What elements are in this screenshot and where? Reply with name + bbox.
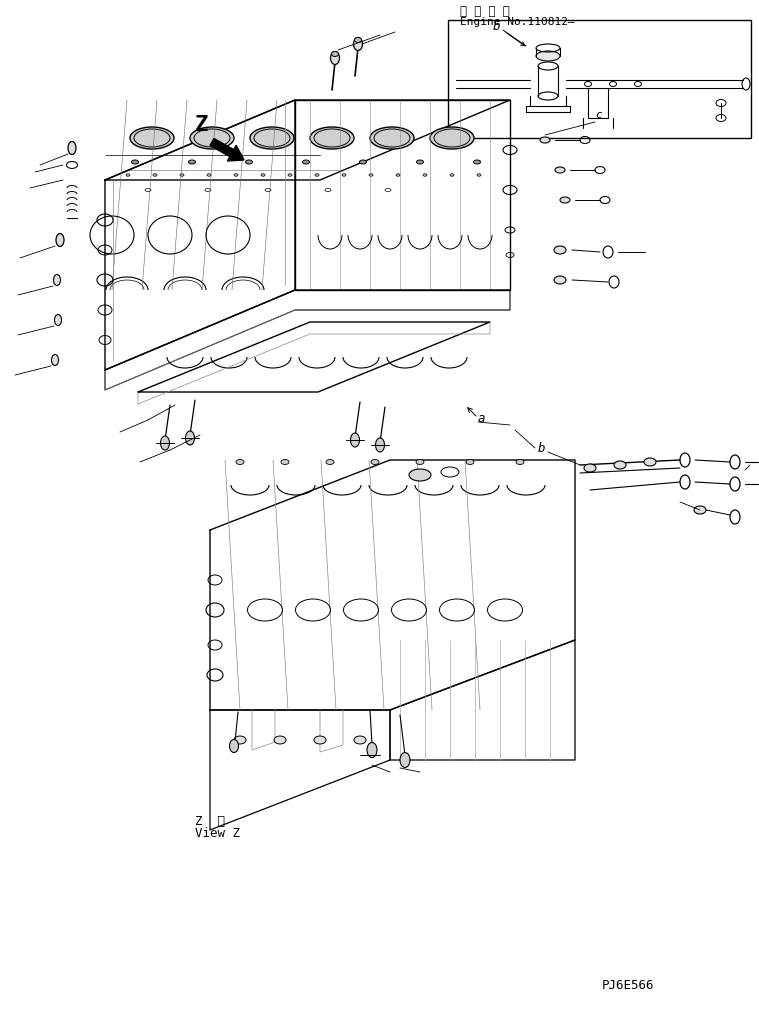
Ellipse shape xyxy=(131,160,138,164)
Ellipse shape xyxy=(180,174,184,177)
Ellipse shape xyxy=(477,174,481,177)
Ellipse shape xyxy=(560,197,570,203)
Ellipse shape xyxy=(354,37,361,42)
Text: c: c xyxy=(595,110,602,120)
Ellipse shape xyxy=(369,174,373,177)
Ellipse shape xyxy=(55,314,61,325)
Ellipse shape xyxy=(126,174,130,177)
Ellipse shape xyxy=(450,174,454,177)
Ellipse shape xyxy=(314,736,326,744)
Text: View Z: View Z xyxy=(195,827,240,840)
Ellipse shape xyxy=(417,160,424,164)
Ellipse shape xyxy=(130,127,174,149)
Ellipse shape xyxy=(423,174,427,177)
Ellipse shape xyxy=(367,742,377,758)
Ellipse shape xyxy=(56,233,64,246)
Ellipse shape xyxy=(644,458,656,466)
Ellipse shape xyxy=(234,736,246,744)
Ellipse shape xyxy=(694,506,706,514)
Ellipse shape xyxy=(376,438,385,452)
Text: Engine No.110812—: Engine No.110812— xyxy=(460,17,575,27)
Ellipse shape xyxy=(430,127,474,149)
Ellipse shape xyxy=(288,174,292,177)
Ellipse shape xyxy=(153,174,157,177)
Ellipse shape xyxy=(466,460,474,465)
Ellipse shape xyxy=(540,137,550,143)
Ellipse shape xyxy=(326,460,334,465)
Ellipse shape xyxy=(554,276,566,284)
Ellipse shape xyxy=(261,174,265,177)
Ellipse shape xyxy=(584,464,596,472)
Ellipse shape xyxy=(236,460,244,465)
Ellipse shape xyxy=(342,174,346,177)
Ellipse shape xyxy=(229,739,238,752)
Ellipse shape xyxy=(310,127,354,149)
Text: a: a xyxy=(478,412,486,425)
Ellipse shape xyxy=(554,246,566,254)
Ellipse shape xyxy=(370,127,414,149)
Text: 適 用 号 機: 適 用 号 機 xyxy=(460,5,510,18)
Text: Z  視: Z 視 xyxy=(195,815,225,828)
Ellipse shape xyxy=(315,174,319,177)
Ellipse shape xyxy=(188,160,196,164)
Ellipse shape xyxy=(396,174,400,177)
Ellipse shape xyxy=(409,469,431,481)
Ellipse shape xyxy=(536,50,560,61)
Ellipse shape xyxy=(234,174,238,177)
Ellipse shape xyxy=(190,127,234,149)
Ellipse shape xyxy=(614,461,626,469)
Ellipse shape xyxy=(53,275,61,286)
Ellipse shape xyxy=(303,160,310,164)
Text: PJ6E566: PJ6E566 xyxy=(602,979,654,992)
Ellipse shape xyxy=(332,52,339,57)
Ellipse shape xyxy=(52,355,58,366)
Ellipse shape xyxy=(416,460,424,465)
Ellipse shape xyxy=(371,460,379,465)
Ellipse shape xyxy=(250,127,294,149)
Text: b: b xyxy=(493,20,500,33)
Ellipse shape xyxy=(68,141,76,155)
Ellipse shape xyxy=(245,160,253,164)
Ellipse shape xyxy=(160,436,169,450)
Ellipse shape xyxy=(281,460,289,465)
Text: b: b xyxy=(538,442,546,454)
Ellipse shape xyxy=(354,736,366,744)
Ellipse shape xyxy=(360,160,367,164)
Ellipse shape xyxy=(351,433,360,447)
Text: Z: Z xyxy=(195,115,209,135)
Ellipse shape xyxy=(516,460,524,465)
Ellipse shape xyxy=(474,160,480,164)
Ellipse shape xyxy=(207,174,211,177)
Ellipse shape xyxy=(330,52,339,65)
Bar xyxy=(448,20,751,138)
Ellipse shape xyxy=(274,736,286,744)
Ellipse shape xyxy=(400,752,410,768)
Ellipse shape xyxy=(354,37,363,50)
Ellipse shape xyxy=(185,431,194,445)
FancyArrow shape xyxy=(210,138,244,161)
Ellipse shape xyxy=(555,167,565,173)
